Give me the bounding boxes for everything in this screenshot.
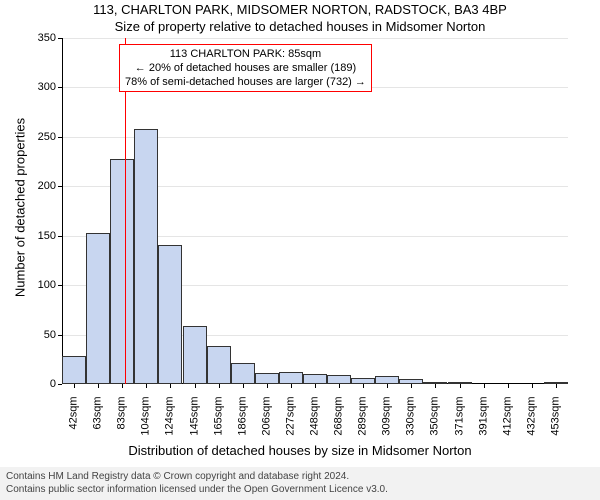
y-tick-mark [58, 87, 62, 88]
x-tick-label: 453sqm [550, 397, 561, 457]
x-tick-label: 124sqm [165, 397, 176, 457]
y-tick-label: 250 [32, 132, 56, 143]
annotation-box: 113 CHARLTON PARK: 85sqm← 20% of detache… [119, 44, 372, 92]
y-tick-label: 350 [32, 33, 56, 44]
y-tick-mark [58, 236, 62, 237]
x-tick-mark [170, 384, 171, 388]
y-tick-label: 150 [32, 231, 56, 242]
page: 113, CHARLTON PARK, MIDSOMER NORTON, RAD… [0, 0, 600, 500]
histogram-bar [255, 373, 279, 384]
histogram-bar [134, 129, 158, 384]
histogram-bar [207, 346, 231, 384]
y-tick-mark [58, 186, 62, 187]
histogram-bar [86, 233, 110, 384]
footer-line-2: Contains public sector information licen… [6, 483, 594, 496]
title-subtitle: Size of property relative to detached ho… [0, 19, 600, 34]
y-tick-label: 0 [32, 379, 56, 390]
y-axis-label: Number of detached properties [13, 48, 28, 368]
x-tick-mark [243, 384, 244, 388]
x-tick-mark [195, 384, 196, 388]
x-tick-mark [98, 384, 99, 388]
histogram-bar [231, 363, 255, 384]
x-tick-label: 309sqm [382, 397, 393, 457]
x-tick-mark [460, 384, 461, 388]
y-tick-mark [58, 137, 62, 138]
histogram-bar [279, 372, 303, 384]
x-tick-label: 227sqm [285, 397, 296, 457]
histogram-bar [375, 376, 399, 384]
x-tick-label: 104sqm [141, 397, 152, 457]
x-tick-label: 248sqm [310, 397, 321, 457]
annotation-line: 78% of semi-detached houses are larger (… [125, 75, 366, 89]
x-tick-label: 391sqm [478, 397, 489, 457]
x-tick-label: 83sqm [117, 397, 128, 457]
x-tick-mark [146, 384, 147, 388]
y-tick-label: 50 [32, 330, 56, 341]
x-tick-label: 268sqm [334, 397, 345, 457]
x-tick-mark [363, 384, 364, 388]
x-tick-mark [532, 384, 533, 388]
annotation-line: 113 CHARLTON PARK: 85sqm [125, 47, 366, 61]
grid-line [62, 38, 568, 39]
x-tick-label: 371sqm [454, 397, 465, 457]
x-tick-mark [411, 384, 412, 388]
y-tick-mark [58, 285, 62, 286]
histogram-bar [110, 159, 134, 384]
histogram-bar [158, 245, 182, 384]
histogram-bar [183, 326, 207, 384]
x-tick-mark [339, 384, 340, 388]
histogram-bar [327, 375, 351, 384]
x-tick-mark [508, 384, 509, 388]
x-tick-mark [387, 384, 388, 388]
x-tick-label: 330sqm [406, 397, 417, 457]
footer: Contains HM Land Registry data © Crown c… [0, 467, 600, 500]
y-tick-mark [58, 384, 62, 385]
x-tick-label: 63sqm [93, 397, 104, 457]
y-tick-mark [58, 38, 62, 39]
x-tick-label: 42sqm [69, 397, 80, 457]
y-axis-line [62, 38, 63, 384]
x-tick-mark [556, 384, 557, 388]
x-tick-label: 289sqm [358, 397, 369, 457]
x-tick-label: 145sqm [189, 397, 200, 457]
y-tick-label: 200 [32, 181, 56, 192]
x-tick-mark [122, 384, 123, 388]
x-tick-mark [315, 384, 316, 388]
histogram-bar [62, 356, 86, 384]
x-tick-mark [219, 384, 220, 388]
y-tick-label: 300 [32, 82, 56, 93]
y-tick-mark [58, 335, 62, 336]
histogram-bar [303, 374, 327, 384]
footer-line-1: Contains HM Land Registry data © Crown c… [6, 470, 594, 483]
title-address: 113, CHARLTON PARK, MIDSOMER NORTON, RAD… [0, 2, 600, 17]
x-tick-label: 412sqm [502, 397, 513, 457]
x-tick-mark [267, 384, 268, 388]
x-tick-mark [291, 384, 292, 388]
x-tick-label: 432sqm [526, 397, 537, 457]
x-tick-mark [74, 384, 75, 388]
x-tick-label: 350sqm [430, 397, 441, 457]
x-tick-label: 186sqm [237, 397, 248, 457]
x-tick-label: 206sqm [261, 397, 272, 457]
x-tick-mark [435, 384, 436, 388]
x-tick-label: 165sqm [213, 397, 224, 457]
annotation-line: ← 20% of detached houses are smaller (18… [125, 61, 366, 75]
chart-plot-area: 113 CHARLTON PARK: 85sqm← 20% of detache… [62, 38, 568, 384]
x-tick-mark [484, 384, 485, 388]
y-tick-label: 100 [32, 280, 56, 291]
